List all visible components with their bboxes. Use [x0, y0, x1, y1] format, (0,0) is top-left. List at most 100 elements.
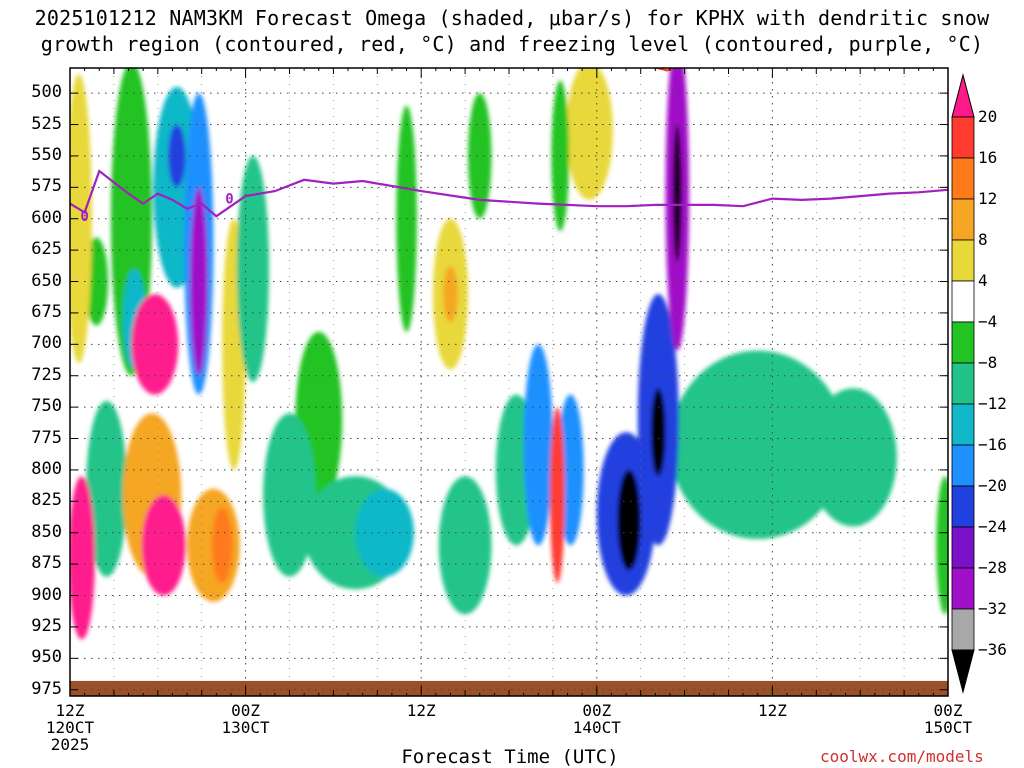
colorbar-box-3 — [951, 198, 975, 241]
omega-cell-29 — [549, 407, 565, 583]
omega-cell-36 — [189, 187, 208, 376]
x-tick-label: 00Z 150CT — [888, 702, 1008, 736]
freezing-level-contour — [70, 169, 948, 218]
colorbar-label: −28 — [978, 558, 1007, 577]
colorbar-top-arrow — [951, 73, 975, 118]
omega-cell-19 — [669, 350, 846, 539]
y-tick-label: 725 — [31, 364, 62, 385]
omega-cell-14 — [438, 476, 492, 615]
colorbar-box-11 — [951, 526, 975, 569]
y-tick-label: 850 — [31, 521, 62, 542]
omega-cell-0 — [468, 93, 492, 219]
colorbar-label: −24 — [978, 517, 1007, 536]
x-tick-label-line: 140CT — [572, 718, 621, 737]
omega-cell-32 — [70, 476, 95, 640]
colorbar-box-9 — [951, 444, 975, 487]
omega-field — [70, 68, 948, 640]
y-tick-label: 575 — [31, 176, 62, 197]
y-tick-label: 950 — [31, 647, 62, 668]
colorbar-label: 4 — [978, 271, 988, 290]
colorbar-box-4 — [951, 239, 975, 282]
colorbar-box-7 — [951, 362, 975, 405]
y-tick-label: 875 — [31, 553, 62, 574]
omega-cell-10 — [86, 400, 128, 577]
x-tick-label: 00Z 140CT — [537, 702, 657, 736]
freezing-level-label-1: 0 — [225, 192, 233, 208]
omega-cell-27 — [523, 344, 553, 546]
y-tick-label: 525 — [31, 113, 62, 134]
y-tick-label: 600 — [31, 207, 62, 228]
omega-cell-6 — [566, 68, 613, 200]
colorbar-label: 8 — [978, 230, 988, 249]
x-tick-label-line: 12Z — [55, 701, 85, 720]
y-tick-label: 500 — [31, 82, 62, 103]
x-tick-label-line: 00Z — [933, 701, 963, 720]
x-tick-label-line: 150CT — [923, 718, 973, 737]
x-axis-title: Forecast Time (UTC) — [401, 746, 619, 768]
x-tick-label: 12Z — [361, 702, 481, 719]
x-tick-label-line: 00Z — [231, 701, 261, 720]
colorbar-bottom-arrow — [951, 649, 975, 694]
colorbar-box-5 — [951, 280, 975, 323]
chart-title-line1: 2025101212 NAM3KM Forecast Omega (shaded… — [34, 6, 990, 30]
x-tick-label-line: 00Z — [582, 701, 612, 720]
colorbar-label: −20 — [978, 476, 1007, 495]
x-tick-label-line: 12Z — [757, 701, 787, 720]
colorbar — [951, 73, 975, 694]
colorbar-box-1 — [951, 116, 975, 159]
y-tick-label: 550 — [31, 144, 62, 165]
dgz-contour — [653, 68, 676, 72]
colorbar-box-2 — [951, 157, 975, 200]
x-tick-label-line: 2025 — [50, 735, 90, 754]
omega-cell-39 — [650, 388, 666, 477]
x-tick-label-line: 12Z — [406, 701, 436, 720]
y-tick-label: 925 — [31, 615, 62, 636]
x-tick-label-line: 120CT — [45, 718, 95, 737]
grid-lines — [70, 68, 948, 696]
y-tick-label: 750 — [31, 396, 62, 417]
y-tick-label: 775 — [31, 427, 62, 448]
y-tick-label: 650 — [31, 270, 62, 291]
omega-cell-7 — [936, 476, 948, 615]
colorbar-label: 12 — [978, 189, 998, 208]
colorbar-box-6 — [951, 321, 975, 364]
omega-cell-13 — [236, 155, 270, 382]
omega-cell-35 — [141, 495, 186, 596]
omega-cell-38 — [617, 469, 641, 571]
x-tick-label: 00Z 130CT — [186, 702, 306, 736]
freezing-level-label-0: 0 — [80, 209, 88, 225]
colorbar-label: −8 — [978, 353, 998, 372]
y-tick-label: 825 — [31, 490, 62, 511]
colorbar-label: 20 — [978, 107, 998, 126]
omega-cell-23 — [355, 488, 414, 577]
x-tick-label-line: 130CT — [221, 718, 270, 737]
y-tick-label: 975 — [31, 678, 62, 699]
contour-lines: 00 — [70, 68, 948, 225]
omega-cell-26 — [211, 507, 233, 583]
chart-title-line2: growth region (contoured, red, °C) and f… — [40, 32, 984, 56]
plot-frame — [69, 67, 949, 697]
colorbar-box-10 — [951, 485, 975, 528]
colorbar-label: −4 — [978, 312, 998, 331]
omega-cell-40 — [672, 124, 682, 263]
colorbar-box-12 — [951, 567, 975, 610]
colorbar-label: −16 — [978, 435, 1007, 454]
x-tick-label: 12Z 120CT 2025 — [10, 702, 130, 753]
credit-link[interactable]: coolwx.com/models — [820, 747, 984, 766]
x-tick-label: 12Z — [712, 702, 832, 719]
omega-shading — [70, 68, 948, 696]
omega-cell-11 — [263, 413, 316, 577]
omega-cell-22 — [443, 265, 458, 323]
y-tick-label: 675 — [31, 301, 62, 322]
omega-cell-9 — [70, 74, 92, 364]
colorbar-box-13 — [951, 608, 975, 651]
y-tick-label: 625 — [31, 239, 62, 260]
y-tick-label: 900 — [31, 584, 62, 605]
colorbar-label: −12 — [978, 394, 1007, 413]
y-tick-label: 800 — [31, 458, 62, 479]
colorbar-label: 16 — [978, 148, 998, 167]
colorbar-label: −36 — [978, 640, 1007, 659]
y-tick-label: 700 — [31, 333, 62, 354]
